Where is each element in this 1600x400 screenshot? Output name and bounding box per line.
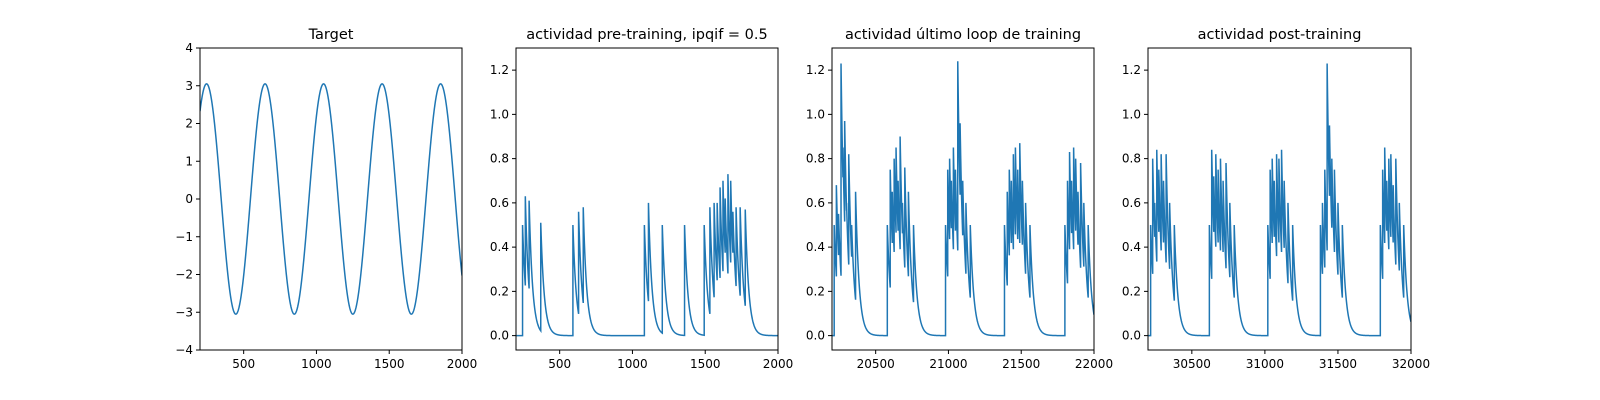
chart-panel-2: 500 1000 1500 2000 0.0 0.2 0.4 0.6 0.8 1.0 1.2 acti… bbox=[490, 27, 793, 371]
axes-frame bbox=[515, 47, 779, 351]
chart-title: actividad último loop de training bbox=[845, 27, 1081, 43]
chart-title: Target bbox=[308, 27, 354, 43]
y-tick-label: 0.8 bbox=[806, 152, 825, 166]
x-tick-label: 31000 bbox=[1246, 357, 1284, 371]
x-tick-label: 1000 bbox=[617, 357, 648, 371]
y-tick-label: 0.2 bbox=[806, 284, 825, 298]
x-tick-label: 21000 bbox=[929, 357, 967, 371]
y-tick-label: 1.2 bbox=[806, 63, 825, 77]
y-tick-label: 0.0 bbox=[806, 329, 825, 343]
y-tick-label: 1.2 bbox=[490, 63, 509, 77]
y-tick-label: 1 bbox=[185, 154, 193, 168]
y-tick-label: 1.0 bbox=[1122, 107, 1141, 121]
x-tick-label: 31500 bbox=[1319, 357, 1357, 371]
y-tick-label: 0.0 bbox=[1122, 329, 1141, 343]
y-tick-label: 0.6 bbox=[1122, 196, 1141, 210]
series-line-1 bbox=[200, 83, 462, 315]
y-tick-label: 1.0 bbox=[806, 107, 825, 121]
y-tick-label: 0.4 bbox=[490, 240, 509, 254]
y-tick-label: 3 bbox=[185, 79, 193, 93]
y-tick-label: −3 bbox=[175, 305, 193, 319]
chart-title: actividad post-training bbox=[1198, 27, 1362, 43]
x-tick-label: 2000 bbox=[447, 357, 478, 371]
x-tick-label: 500 bbox=[548, 357, 571, 371]
x-tick-label: 1000 bbox=[301, 357, 332, 371]
x-tick-label: 1500 bbox=[374, 357, 405, 371]
chart-panel-3: 20500 21000 21500 22000 0.0 0.2 0.4 0.6 0.8 1.0 1.… bbox=[806, 27, 1113, 371]
y-tick-label: −1 bbox=[175, 230, 193, 244]
y-tick-label: 0.4 bbox=[806, 240, 825, 254]
y-tick-label: 0.2 bbox=[1122, 284, 1141, 298]
y-tick-label: 2 bbox=[185, 117, 193, 131]
y-tick-label: 0.8 bbox=[1122, 152, 1141, 166]
y-tick-label: 0 bbox=[185, 192, 193, 206]
axes-frame bbox=[831, 47, 1095, 351]
series-line-1 bbox=[516, 174, 778, 337]
y-tick-label: 0.2 bbox=[490, 284, 509, 298]
x-tick-label: 22000 bbox=[1075, 357, 1113, 371]
y-tick-label: 0.0 bbox=[490, 329, 509, 343]
chart-panel-1: 500 1000 1500 2000 −4 −3 −2 −1 0 1 2 3 4 Target bbox=[175, 27, 477, 371]
x-tick-label: 2000 bbox=[763, 357, 794, 371]
y-tick-label: 1.0 bbox=[490, 107, 509, 121]
y-tick-label: −4 bbox=[175, 343, 193, 357]
x-tick-label: 32000 bbox=[1392, 357, 1430, 371]
x-tick-label: 20500 bbox=[857, 357, 895, 371]
y-tick-label: 4 bbox=[185, 41, 193, 55]
x-tick-label: 1500 bbox=[690, 357, 721, 371]
series-line-1 bbox=[1148, 63, 1411, 337]
y-tick-label: 0.6 bbox=[806, 196, 825, 210]
y-tick-label: −2 bbox=[175, 268, 193, 282]
y-tick-label: 0.8 bbox=[490, 152, 509, 166]
chart-panel-4: 30500 31000 31500 32000 0.0 0.2 0.4 0.6 0.8 1.0 1.… bbox=[1122, 27, 1430, 371]
y-tick-label: 0.4 bbox=[1122, 240, 1141, 254]
axes-frame bbox=[1147, 47, 1412, 351]
x-tick-label: 30500 bbox=[1173, 357, 1211, 371]
x-tick-label: 500 bbox=[232, 357, 255, 371]
chart-title: actividad pre-training, ipqif = 0.5 bbox=[526, 27, 767, 43]
y-tick-label: 1.2 bbox=[1122, 63, 1141, 77]
x-tick-label: 21500 bbox=[1002, 357, 1040, 371]
y-tick-label: 0.6 bbox=[490, 196, 509, 210]
series-line-1 bbox=[832, 61, 1094, 337]
